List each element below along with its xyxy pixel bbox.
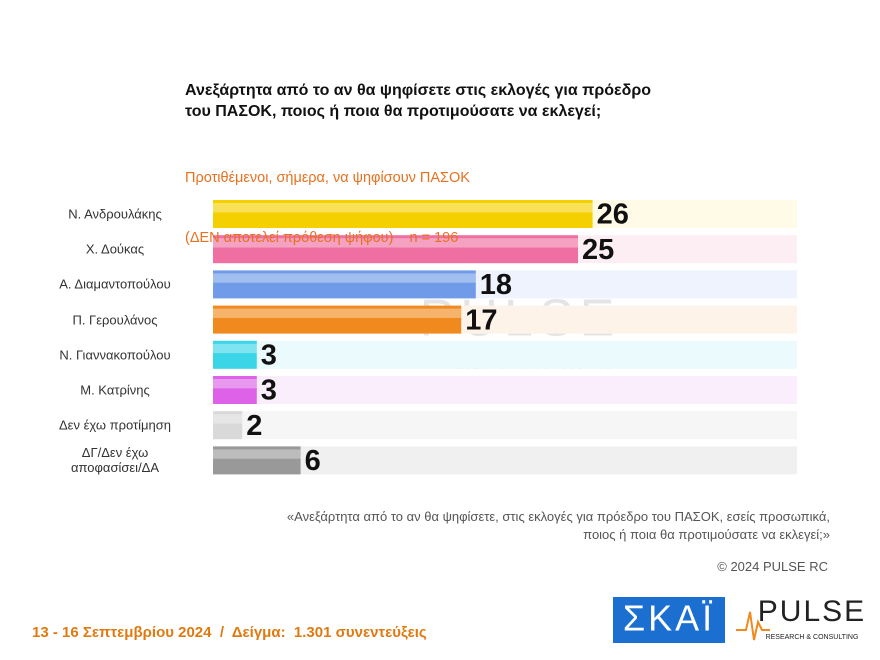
category-label: Π. Γερουλάνος [72,312,158,328]
skai-logo-box [613,597,725,643]
bar-track [213,446,797,475]
bar-track [213,376,797,404]
subtitle-line: Προτιθέμενοι, σήμερα, να ψηφίσουν ΠΑΣΟΚ [185,170,470,186]
pulse-logo: PULSE [758,595,866,628]
value-label: 17 [465,304,497,336]
bar-track [213,411,797,440]
footnote-line: «Ανεξάρτητα από το αν θα ψηφίσετε, στις … [286,509,830,524]
value-label: 26 [597,199,629,231]
value-label: 2 [246,410,262,442]
bar [213,376,257,404]
bar [213,200,593,228]
footnote-line: ποιος ή ποια θα προτιμούσατε να εκλεγεί;… [583,527,830,542]
value-label: 25 [582,234,614,266]
category-label: Α. Διαμαντοπούλου [59,276,171,292]
title-line: του ΠΑΣΟΚ, ποιος ή ποια θα προτιμούσατε … [185,103,602,120]
bar [213,270,476,299]
subtitle: Προτιθέμενοι, σήμερα, να ψηφίσουν ΠΑΣΟΚ … [185,128,470,288]
value-label: 3 [261,375,277,407]
bar-shine [213,273,476,283]
title-line: Ανεξάρτητα από το αν θα ψηφίσετε στις εκ… [185,82,652,99]
title: Ανεξάρτητα από το αν θα ψηφίσετε στις εκ… [185,80,651,122]
bar-shine [213,308,462,318]
bar-track [213,340,797,369]
bar [213,446,301,475]
footer: 13 - 16 Σεπτεμβρίου 2024 / Δείγμα: 1.301… [32,624,427,641]
bar [213,235,578,264]
bar-shine [213,449,301,459]
skai-logo: ΣΚΑΪ [623,598,715,639]
pulse-logo-wave [736,611,770,641]
category-label: ΔΓ/Δεν έχω αποφασίσει/ΔΑ [70,445,160,476]
bar-shine [213,343,257,354]
bar [213,340,257,369]
bar [213,411,243,440]
value-label: 18 [480,269,512,301]
bar-shine [213,203,593,213]
subtitle-line: (ΔΕΝ αποτελεί πρόθεση ψήφου) n = 196 [185,230,459,246]
category-label: Δεν έχω προτίμηση [58,417,172,433]
value-label: 6 [305,445,321,477]
category-label: Χ. Δούκας [85,241,145,257]
category-label: Μ. Κατρίνης [80,382,150,398]
bar-shine [213,379,257,389]
value-label: 3 [261,339,277,371]
footnote: «Ανεξάρτητα από το αν θα ψηφίσετε, στις … [287,508,830,544]
copyright: © 2024 PULSE RC [717,559,828,574]
category-label: Ν. Γιαννακοπούλου [59,347,171,363]
category-label: Ν. Ανδρουλάκης [68,206,162,222]
bar-shine [213,238,578,248]
pulse-logo-tagline: RESEARCH & CONSULTING [766,634,859,641]
bar-shine [213,414,243,424]
bar [213,305,462,334]
